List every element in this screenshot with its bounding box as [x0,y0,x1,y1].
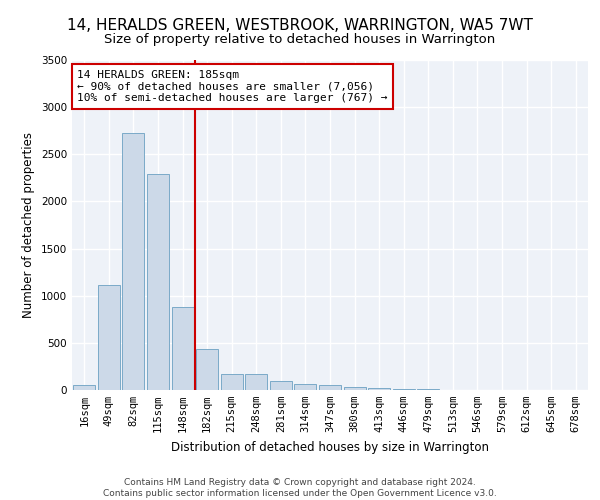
Bar [270,381,292,390]
Bar [73,385,95,390]
Bar [245,374,268,390]
Bar [196,350,218,390]
Text: Contains HM Land Registry data © Crown copyright and database right 2024.
Contai: Contains HM Land Registry data © Crown c… [103,478,497,498]
Bar [392,389,415,390]
Y-axis label: Number of detached properties: Number of detached properties [22,132,35,318]
Text: Size of property relative to detached houses in Warrington: Size of property relative to detached ho… [104,32,496,46]
Bar [147,174,169,390]
Bar [319,386,341,390]
Bar [98,286,120,390]
Text: 14, HERALDS GREEN, WESTBROOK, WARRINGTON, WA5 7WT: 14, HERALDS GREEN, WESTBROOK, WARRINGTON… [67,18,533,32]
Bar [368,388,390,390]
Bar [417,389,439,390]
Bar [295,384,316,390]
Bar [344,386,365,390]
Bar [172,307,194,390]
Bar [221,374,243,390]
Bar [122,132,145,390]
X-axis label: Distribution of detached houses by size in Warrington: Distribution of detached houses by size … [171,440,489,454]
Text: 14 HERALDS GREEN: 185sqm
← 90% of detached houses are smaller (7,056)
10% of sem: 14 HERALDS GREEN: 185sqm ← 90% of detach… [77,70,388,103]
